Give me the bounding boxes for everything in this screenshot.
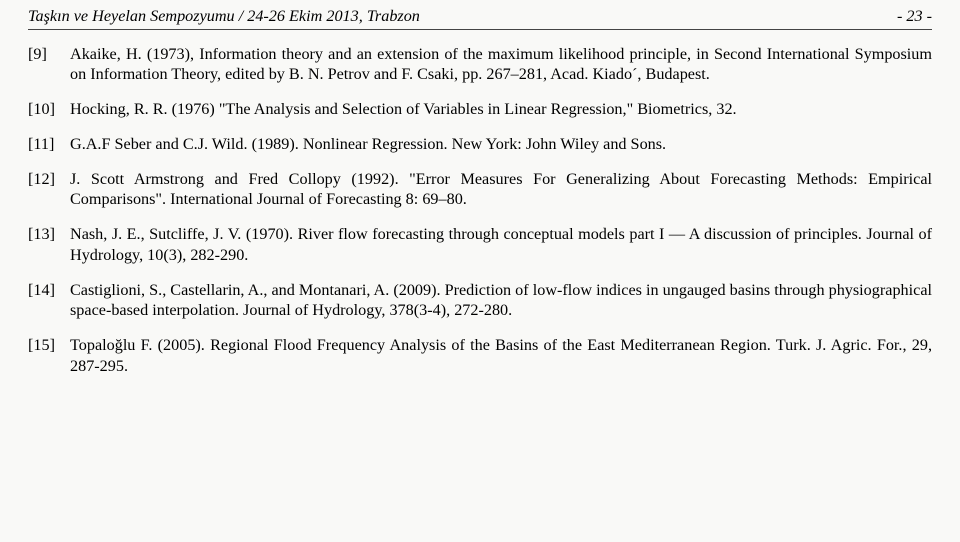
reference-text: Hocking, R. R. (1976) "The Analysis and … — [70, 99, 932, 120]
header-page-number: - 23 - — [897, 6, 932, 27]
reference-text: Nash, J. E., Sutcliffe, J. V. (1970). Ri… — [70, 224, 932, 265]
reference-number: [9] — [28, 44, 70, 85]
page-container: Taşkın ve Heyelan Sempozyumu / 24-26 Eki… — [0, 0, 960, 377]
reference-number: [15] — [28, 335, 70, 376]
reference-item: [13] Nash, J. E., Sutcliffe, J. V. (1970… — [28, 224, 932, 265]
reference-text: Castiglioni, S., Castellarin, A., and Mo… — [70, 280, 932, 321]
reference-text: Akaike, H. (1973), Information theory an… — [70, 44, 932, 85]
reference-number: [12] — [28, 169, 70, 210]
reference-item: [10] Hocking, R. R. (1976) "The Analysis… — [28, 99, 932, 120]
reference-item: [14] Castiglioni, S., Castellarin, A., a… — [28, 280, 932, 321]
reference-text: Topaloğlu F. (2005). Regional Flood Freq… — [70, 335, 932, 376]
reference-number: [14] — [28, 280, 70, 321]
reference-number: [13] — [28, 224, 70, 265]
reference-number: [11] — [28, 134, 70, 155]
reference-item: [9] Akaike, H. (1973), Information theor… — [28, 44, 932, 85]
reference-text: J. Scott Armstrong and Fred Collopy (199… — [70, 169, 932, 210]
header-rule — [28, 29, 932, 30]
reference-item: [15] Topaloğlu F. (2005). Regional Flood… — [28, 335, 932, 376]
reference-text: G.A.F Seber and C.J. Wild. (1989). Nonli… — [70, 134, 932, 155]
header-left: Taşkın ve Heyelan Sempozyumu / 24-26 Eki… — [28, 6, 420, 27]
running-header: Taşkın ve Heyelan Sempozyumu / 24-26 Eki… — [28, 6, 932, 27]
reference-item: [11] G.A.F Seber and C.J. Wild. (1989). … — [28, 134, 932, 155]
reference-number: [10] — [28, 99, 70, 120]
reference-item: [12] J. Scott Armstrong and Fred Collopy… — [28, 169, 932, 210]
